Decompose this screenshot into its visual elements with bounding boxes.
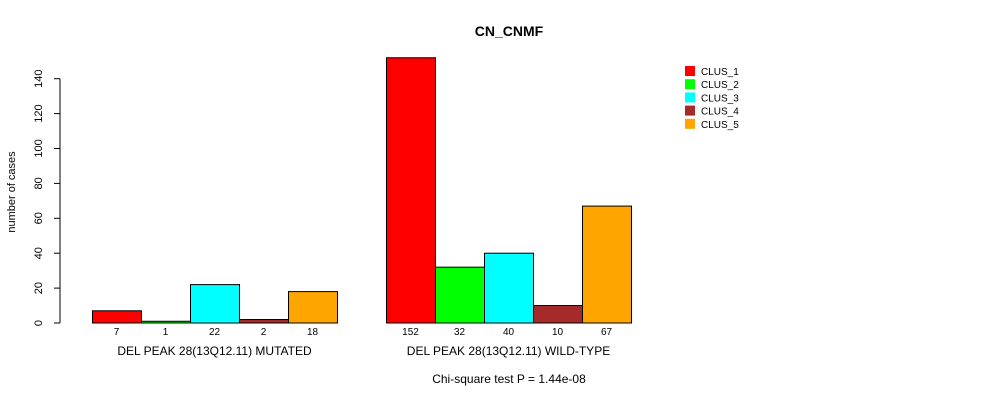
legend-swatch-clus-1 bbox=[685, 66, 695, 76]
bar-clus-2-group-1 bbox=[141, 320, 191, 324]
y-tick-label: 60 bbox=[33, 212, 45, 224]
bars-group bbox=[92, 57, 632, 324]
bar-value-label: 1 bbox=[163, 327, 169, 338]
bar-clus-4-group-2 bbox=[533, 305, 583, 324]
bar-value-label: 40 bbox=[503, 327, 515, 338]
bar-value-label: 32 bbox=[454, 327, 466, 338]
bar-value-label: 67 bbox=[601, 327, 613, 338]
y-tick-label: 0 bbox=[33, 320, 45, 326]
legend-label-clus-2: CLUS_2 bbox=[701, 80, 739, 91]
bar-value-label: 2 bbox=[261, 327, 267, 338]
bar-clus-3-group-2 bbox=[484, 252, 534, 324]
legend-swatch-clus-2 bbox=[685, 79, 695, 90]
legend-label-clus-1: CLUS_1 bbox=[701, 67, 739, 78]
group-label-1: DEL PEAK 28(13Q12.11) MUTATED bbox=[117, 344, 312, 358]
y-axis: 0 20 40 60 80 100 120 140 bbox=[33, 70, 61, 326]
group-label-2: DEL PEAK 28(13Q12.11) WILD-TYPE bbox=[407, 344, 610, 358]
chi-square-footnote: Chi-square test P = 1.44e-08 bbox=[432, 372, 586, 386]
bar-clus-3-group-1 bbox=[190, 284, 240, 324]
bar-value-label: 152 bbox=[402, 327, 419, 338]
bar-clus-5-group-2 bbox=[582, 205, 632, 324]
bar-value-label: 18 bbox=[307, 327, 319, 338]
bar-value-label: 22 bbox=[209, 327, 221, 338]
legend-swatch-clus-4 bbox=[685, 105, 695, 116]
bar-clus-2-group-2 bbox=[435, 266, 485, 324]
bar-clus-1-group-2 bbox=[386, 57, 436, 324]
y-tick-label: 100 bbox=[33, 139, 45, 157]
chart-title: CN_CNMF bbox=[475, 23, 544, 39]
group-labels: DEL PEAK 28(13Q12.11) MUTATED DEL PEAK 28… bbox=[117, 344, 610, 358]
y-tick-label: 140 bbox=[33, 70, 45, 88]
legend-swatch-clus-5 bbox=[685, 118, 695, 129]
bar-value-label: 7 bbox=[114, 327, 120, 338]
legend-label-clus-4: CLUS_4 bbox=[701, 107, 739, 118]
y-tick-label: 20 bbox=[33, 282, 45, 294]
y-tick-label: 40 bbox=[33, 247, 45, 259]
y-axis-label: number of cases bbox=[6, 151, 18, 233]
legend-label-clus-5: CLUS_5 bbox=[701, 120, 739, 131]
bar-value-labels: 7 1 22 2 18 152 32 40 10 67 bbox=[114, 327, 613, 338]
legend-swatch-clus-3 bbox=[685, 92, 695, 103]
legend-label-clus-3: CLUS_3 bbox=[701, 93, 739, 104]
bar-clus-1-group-1 bbox=[92, 310, 142, 324]
bar-clus-4-group-1 bbox=[239, 319, 289, 324]
bar-clus-5-group-1 bbox=[288, 291, 338, 324]
legend: CLUS_1 CLUS_2 CLUS_3 CLUS_4 CLUS_5 bbox=[685, 66, 739, 131]
y-tick-label: 120 bbox=[33, 104, 45, 122]
bar-value-label: 10 bbox=[552, 327, 564, 338]
y-tick-label: 80 bbox=[33, 177, 45, 189]
